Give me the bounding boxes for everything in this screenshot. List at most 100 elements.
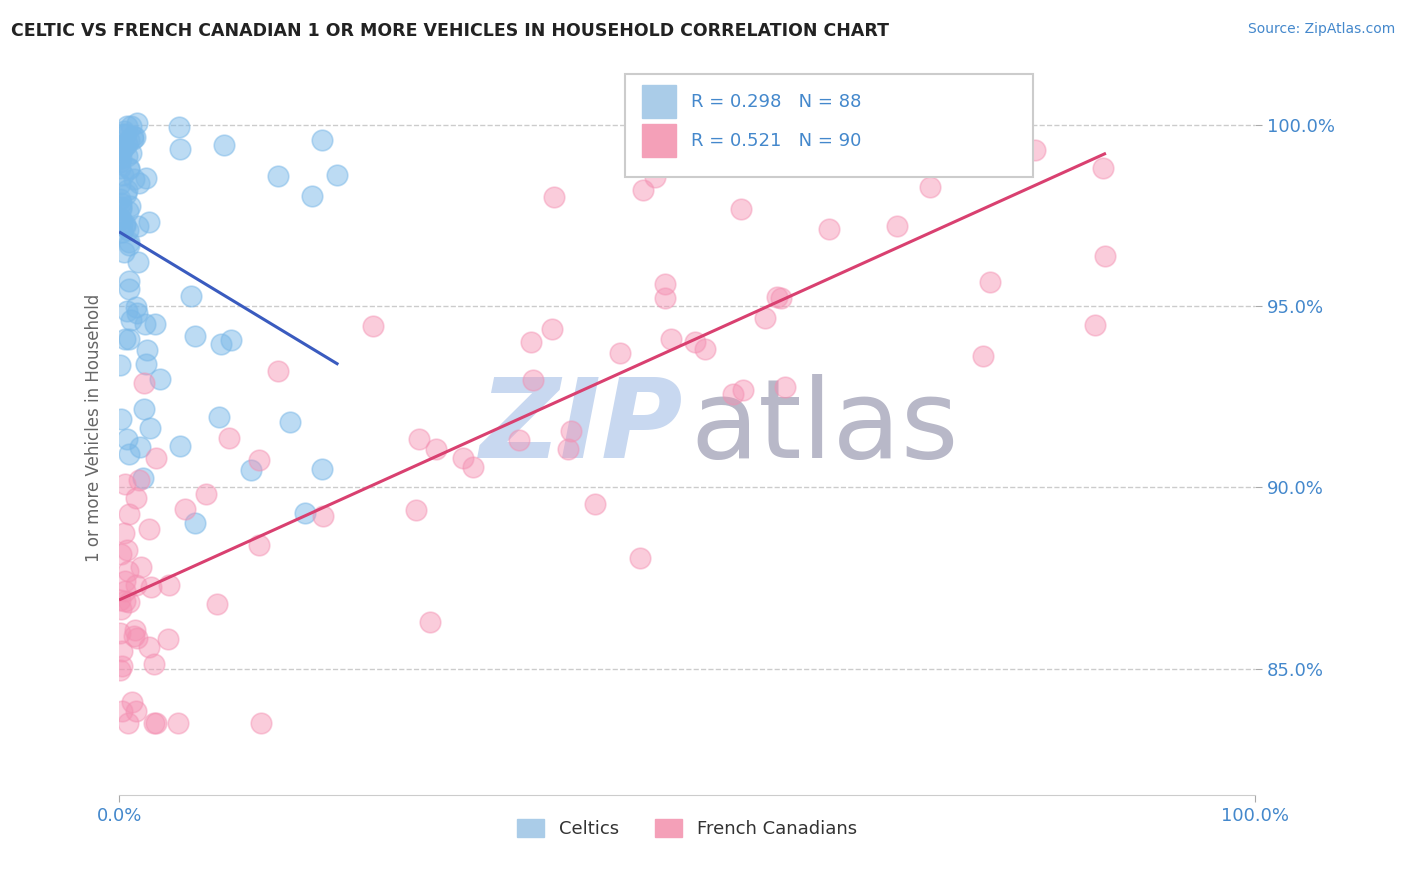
Point: [110, 211, 132, 226]
FancyBboxPatch shape: [641, 124, 676, 158]
Point: [110, 151, 132, 165]
Point: [111, 217, 134, 231]
Point: [1007, 114, 1029, 128]
Point: [166, 715, 188, 730]
Point: [541, 322, 564, 336]
Point: [115, 433, 138, 447]
Point: [157, 578, 180, 592]
Point: [110, 195, 132, 210]
Point: [111, 704, 134, 718]
Point: [219, 333, 242, 347]
Point: [127, 219, 149, 234]
Point: [363, 319, 385, 334]
Point: [156, 632, 179, 646]
Point: [125, 300, 148, 314]
Point: [110, 625, 132, 640]
Point: [693, 343, 716, 357]
Point: [1092, 161, 1115, 175]
Point: [609, 346, 631, 360]
Point: [122, 128, 145, 143]
Text: R = 0.298   N = 88: R = 0.298 N = 88: [690, 93, 860, 111]
Point: [134, 317, 156, 331]
Point: [120, 312, 142, 326]
FancyBboxPatch shape: [641, 86, 676, 119]
Point: [115, 183, 138, 197]
Point: [122, 171, 145, 186]
Point: [311, 462, 333, 476]
Point: [659, 332, 682, 346]
Point: [115, 543, 138, 558]
Point: [127, 306, 149, 320]
Point: [136, 343, 159, 357]
Point: [118, 235, 141, 249]
Point: [886, 219, 908, 233]
Point: [110, 593, 132, 607]
Point: [112, 140, 135, 154]
Point: [633, 183, 655, 197]
Point: [583, 497, 606, 511]
Point: [124, 623, 146, 637]
Point: [122, 132, 145, 146]
Point: [208, 410, 231, 425]
Point: [169, 439, 191, 453]
Point: [180, 289, 202, 303]
Point: [127, 632, 149, 646]
Point: [129, 559, 152, 574]
Point: [117, 238, 139, 252]
Point: [683, 334, 706, 349]
Point: [118, 133, 141, 147]
Point: [128, 473, 150, 487]
Point: [124, 629, 146, 643]
Point: [114, 217, 136, 231]
Point: [127, 116, 149, 130]
Point: [135, 171, 157, 186]
Point: [112, 168, 135, 182]
Point: [326, 168, 349, 182]
Point: [112, 526, 135, 541]
Point: [728, 142, 751, 156]
Point: [418, 615, 440, 629]
Point: [972, 349, 994, 363]
Point: [112, 123, 135, 137]
Point: [730, 202, 752, 216]
Point: [110, 178, 132, 192]
Point: [110, 412, 132, 426]
Point: [979, 275, 1001, 289]
Point: [184, 516, 207, 531]
Point: [115, 120, 138, 134]
Point: [114, 332, 136, 346]
Point: [110, 358, 132, 372]
Point: [121, 695, 143, 709]
Point: [148, 372, 170, 386]
Point: [110, 161, 132, 176]
Point: [250, 715, 273, 730]
Point: [110, 211, 132, 226]
Point: [132, 376, 155, 390]
Point: [508, 433, 530, 447]
Point: [127, 255, 149, 269]
Point: [184, 328, 207, 343]
Point: [721, 387, 744, 401]
Point: [408, 432, 430, 446]
Point: [124, 578, 146, 592]
Point: [117, 564, 139, 578]
Point: [209, 336, 232, 351]
Point: [115, 186, 138, 201]
Point: [628, 550, 651, 565]
Point: [463, 459, 485, 474]
Point: [138, 522, 160, 536]
Point: [218, 432, 240, 446]
Point: [169, 120, 191, 134]
Point: [425, 442, 447, 457]
Point: [118, 162, 141, 177]
Point: [266, 364, 288, 378]
Point: [145, 715, 167, 730]
Point: [110, 202, 132, 216]
Point: [110, 145, 132, 159]
Point: [212, 137, 235, 152]
Point: [112, 244, 135, 259]
Point: [543, 190, 565, 204]
Legend: Celtics, French Canadians: Celtics, French Canadians: [510, 812, 865, 846]
Point: [301, 189, 323, 203]
Point: [139, 581, 162, 595]
